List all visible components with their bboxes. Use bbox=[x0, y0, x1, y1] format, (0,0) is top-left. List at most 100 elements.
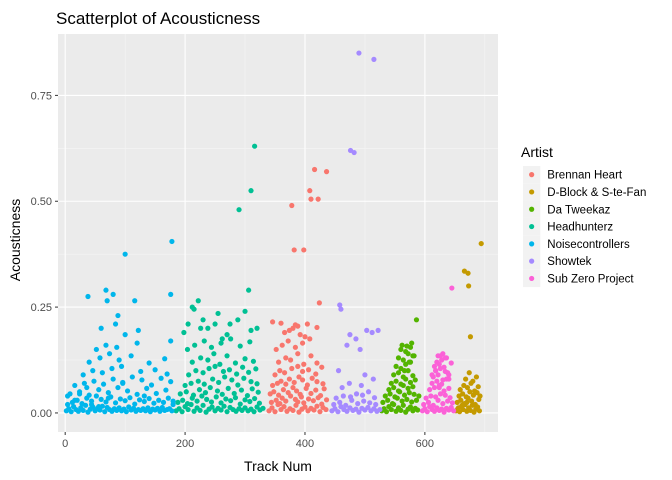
legend-label: Noisecontrollers bbox=[547, 239, 630, 251]
data-point bbox=[97, 355, 103, 361]
data-point bbox=[152, 367, 158, 373]
data-point bbox=[398, 381, 404, 387]
data-point bbox=[181, 329, 187, 336]
data-point bbox=[151, 400, 157, 406]
data-point bbox=[339, 384, 345, 391]
data-point bbox=[80, 407, 86, 414]
data-point bbox=[377, 406, 383, 413]
data-point bbox=[386, 387, 392, 393]
data-point bbox=[399, 398, 405, 404]
legend-label: D-Block & S-te-Fan bbox=[547, 187, 646, 199]
data-point bbox=[210, 376, 216, 382]
data-point bbox=[122, 398, 128, 404]
data-point bbox=[441, 364, 447, 370]
data-point bbox=[478, 240, 484, 247]
data-point bbox=[122, 332, 128, 338]
data-point bbox=[441, 388, 447, 394]
data-point bbox=[467, 334, 474, 340]
data-point bbox=[296, 374, 302, 380]
data-point bbox=[387, 391, 393, 397]
data-point bbox=[182, 382, 188, 389]
data-point bbox=[68, 409, 74, 415]
data-point bbox=[224, 353, 230, 359]
data-point bbox=[314, 403, 320, 409]
data-point bbox=[223, 396, 229, 402]
data-point bbox=[246, 369, 252, 375]
data-point bbox=[476, 408, 483, 414]
data-point bbox=[395, 370, 402, 376]
data-point bbox=[380, 399, 386, 405]
data-point bbox=[331, 401, 337, 408]
data-point bbox=[76, 391, 83, 397]
data-point bbox=[220, 368, 227, 375]
data-point bbox=[400, 402, 406, 408]
data-point bbox=[141, 398, 147, 405]
data-point bbox=[472, 401, 478, 408]
legend-swatch bbox=[529, 189, 535, 195]
series-6 bbox=[329, 50, 383, 415]
data-point bbox=[279, 342, 285, 348]
data-point bbox=[434, 378, 440, 384]
data-point bbox=[109, 365, 115, 372]
data-point bbox=[460, 391, 466, 397]
data-point bbox=[347, 394, 354, 400]
data-point bbox=[103, 287, 109, 293]
data-point bbox=[169, 238, 175, 245]
data-point bbox=[205, 325, 211, 331]
data-point bbox=[168, 379, 174, 385]
data-point bbox=[435, 372, 441, 378]
data-point bbox=[283, 355, 289, 361]
data-point bbox=[208, 344, 215, 350]
data-point bbox=[311, 407, 317, 413]
data-point bbox=[433, 368, 439, 374]
data-point bbox=[72, 397, 78, 403]
data-point bbox=[401, 392, 408, 398]
data-point bbox=[127, 395, 133, 401]
legend-item: Noisecontrollers bbox=[523, 235, 630, 253]
data-point bbox=[431, 363, 438, 369]
data-point bbox=[244, 392, 251, 399]
data-point bbox=[291, 247, 297, 253]
data-point bbox=[184, 346, 191, 353]
data-point bbox=[226, 367, 233, 373]
data-point bbox=[268, 399, 275, 405]
data-point bbox=[199, 393, 205, 399]
data-point bbox=[123, 409, 129, 415]
data-point bbox=[475, 384, 481, 390]
data-point bbox=[112, 400, 119, 406]
series-1 bbox=[266, 166, 330, 415]
data-point bbox=[371, 395, 378, 401]
data-point bbox=[424, 409, 430, 415]
data-point bbox=[297, 391, 303, 397]
data-point bbox=[204, 396, 210, 402]
data-point bbox=[398, 407, 404, 414]
data-point bbox=[451, 408, 457, 414]
data-point bbox=[406, 390, 412, 396]
data-point bbox=[240, 364, 246, 370]
data-point bbox=[286, 327, 292, 333]
data-point bbox=[255, 389, 261, 395]
data-point bbox=[430, 402, 436, 408]
data-point bbox=[458, 397, 464, 403]
series-2 bbox=[453, 240, 484, 415]
data-point bbox=[224, 332, 230, 338]
data-point bbox=[162, 356, 168, 362]
data-point bbox=[311, 166, 318, 173]
data-point bbox=[72, 382, 78, 389]
data-point bbox=[281, 370, 288, 376]
data-point bbox=[278, 320, 284, 326]
data-point bbox=[114, 344, 120, 350]
data-point bbox=[364, 327, 370, 333]
data-point bbox=[201, 338, 207, 344]
data-point bbox=[317, 409, 323, 415]
data-point bbox=[218, 400, 224, 406]
data-point bbox=[194, 398, 200, 404]
data-point bbox=[272, 372, 278, 378]
data-point bbox=[356, 50, 362, 56]
data-point bbox=[153, 390, 159, 397]
data-point bbox=[428, 393, 434, 399]
data-point bbox=[276, 392, 282, 398]
data-point bbox=[219, 391, 225, 397]
data-point bbox=[85, 293, 91, 300]
data-point bbox=[285, 338, 291, 344]
